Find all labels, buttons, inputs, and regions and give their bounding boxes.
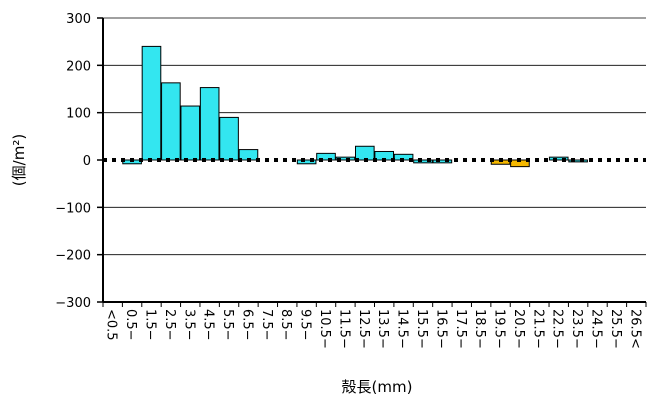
x-tick-label: 15.5− — [414, 309, 429, 349]
bar — [219, 116, 239, 161]
x-axis-title: 殻長(mm) — [342, 378, 413, 396]
x-tick-label: 14.5− — [395, 309, 410, 349]
bar — [354, 145, 375, 161]
bar — [296, 159, 317, 165]
y-axis-title: (個/m²) — [10, 134, 28, 186]
axes — [97, 17, 647, 307]
x-tick-label: 2.5− — [162, 309, 177, 341]
y-tick-label: −300 — [55, 296, 91, 311]
y-tick-label: 0 — [83, 154, 91, 169]
bar — [335, 156, 356, 161]
x-tick-label: 12.5− — [356, 309, 371, 349]
x-tick-label: <0.5 — [104, 309, 119, 341]
y-tick-label: 200 — [66, 59, 91, 74]
y-tick-label: −200 — [55, 249, 91, 264]
bar — [180, 105, 201, 161]
x-tick-label: 20.5− — [511, 309, 526, 349]
x-tick-label: 18.5− — [472, 309, 487, 349]
bars — [122, 45, 588, 168]
bar — [316, 152, 336, 161]
x-tick-label: 11.5− — [336, 309, 351, 349]
bar — [141, 45, 162, 161]
x-tick-label: 23.5− — [569, 309, 584, 349]
bar — [199, 87, 220, 161]
x-tick-label: 24.5− — [589, 309, 604, 349]
bar — [432, 159, 453, 164]
y-tick-label: −100 — [55, 201, 91, 216]
bar — [568, 159, 588, 163]
y-tick-labels: −300 −200 −100 0 100 200 300 — [55, 12, 91, 311]
x-tick-label: 17.5− — [453, 309, 468, 349]
x-tick-label: 6.5− — [239, 309, 254, 341]
x-tick-label: 26.5< — [627, 309, 642, 349]
x-tick-label: 8.5− — [278, 309, 293, 341]
x-tick-label: 13.5− — [375, 309, 390, 349]
x-tick-label: 3.5− — [181, 309, 196, 341]
x-tick-label: 0.5− — [123, 309, 138, 341]
x-tick-label: 19.5− — [492, 309, 507, 349]
x-tick-label: 5.5− — [220, 309, 235, 341]
x-tick-label: 22.5− — [550, 309, 565, 349]
x-tick-label: 16.5− — [433, 309, 448, 349]
x-tick-labels: <0.5 0.5− 1.5− 2.5− 3.5− 4.5− 5.5− 6.5− 7.5− 8.5−… — [104, 309, 643, 349]
y-tick-label: 100 — [66, 107, 91, 122]
bar — [413, 159, 433, 164]
x-tick-label: 9.5− — [298, 309, 313, 341]
bar — [161, 82, 181, 161]
x-tick-label: 25.5− — [608, 309, 623, 349]
x-tick-label: 1.5− — [142, 309, 157, 341]
x-tick-label: 10.5− — [317, 309, 332, 349]
x-tick-label: 4.5− — [201, 309, 216, 341]
x-tick-label: 7.5− — [259, 309, 274, 341]
bar — [548, 156, 569, 161]
y-tick-label: 300 — [66, 12, 91, 27]
x-tick-label: 21.5− — [530, 309, 545, 349]
